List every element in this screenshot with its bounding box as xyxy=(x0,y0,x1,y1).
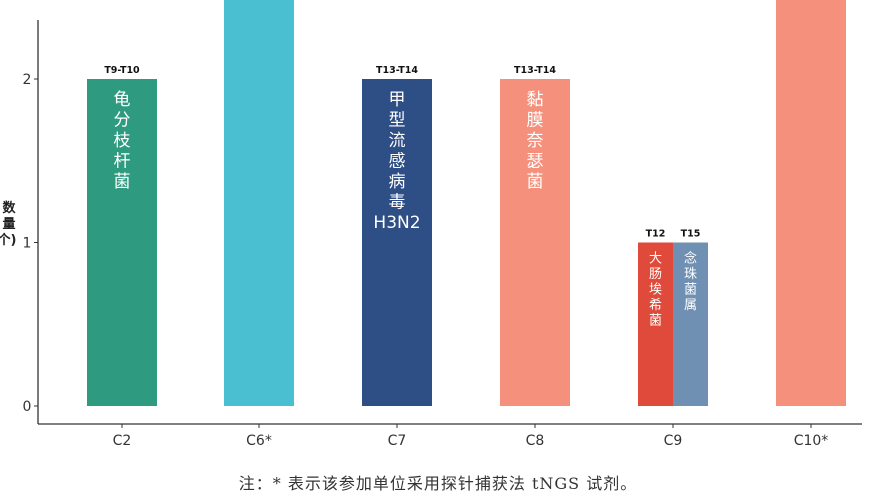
bar-label: 菌 xyxy=(527,172,544,192)
bar-tag: T13-T14 xyxy=(514,65,556,76)
bar-tag: T9-T10 xyxy=(104,65,140,76)
x-tick-label: C6* xyxy=(246,433,272,449)
bar-C8-0 xyxy=(500,79,570,406)
bar-label: 毒 xyxy=(389,193,406,213)
bar-label: 大 xyxy=(649,252,662,267)
bar-C9-0 xyxy=(638,242,673,406)
y-tick-label: 2 xyxy=(23,72,32,88)
y-tick-label: 0 xyxy=(23,399,32,415)
bar-label: 感 xyxy=(389,152,406,172)
x-tick-label: C9 xyxy=(664,433,683,449)
y-tick-label: 1 xyxy=(23,236,32,252)
bar-label: 属 xyxy=(684,298,697,313)
bar-label: 杆 xyxy=(114,152,131,172)
bar-label: 分 xyxy=(114,111,131,131)
bar-label: 念 xyxy=(684,251,697,267)
y-axis-label: (个) xyxy=(0,232,16,248)
bar-tag: T12 xyxy=(646,229,666,240)
y-axis-label: 数 xyxy=(2,200,16,216)
y-axis-label: 量 xyxy=(2,217,15,232)
bar-label: 瑟 xyxy=(527,152,544,172)
x-tick-label: C7 xyxy=(388,433,407,449)
bar-C2-0 xyxy=(87,79,157,406)
x-tick-label: C2 xyxy=(113,433,132,449)
bar-label: 菌 xyxy=(114,172,131,192)
x-tick-label: C10* xyxy=(794,433,829,449)
bar-C9-1 xyxy=(673,242,708,406)
bar-C7-0 xyxy=(362,79,432,406)
bar-label: 希 xyxy=(649,298,662,313)
bar-label: 埃 xyxy=(649,283,662,298)
bar-tag: T15 xyxy=(681,229,701,240)
x-tick-label: C8 xyxy=(526,433,545,449)
bar-tag: T13-T14 xyxy=(376,65,418,76)
bar-chart: 01234数量(个)C2C6*C7C8C9C10*T9-T10龟分枝杆菌T5-T… xyxy=(0,0,862,449)
bar-label: 黏 xyxy=(527,90,544,110)
bar-label: 奈 xyxy=(527,131,544,151)
bar-label: 流 xyxy=(389,131,406,151)
bar-label: 菌 xyxy=(684,283,697,298)
bar-C10*-0 xyxy=(776,0,846,406)
bar-label: 膜 xyxy=(527,111,544,131)
bar-label: 菌 xyxy=(649,314,662,329)
bar-label: 龟 xyxy=(114,90,131,110)
bar-label: 肠 xyxy=(649,267,662,282)
footnote: 注：* 表示该参加单位采用探针捕获法 tNGS 试剂。 xyxy=(238,474,638,493)
bar-label: H3N2 xyxy=(373,213,420,233)
bar-C6*-0 xyxy=(224,0,294,406)
bar-label: 枝 xyxy=(114,131,131,151)
bar-label: 珠 xyxy=(684,267,697,282)
bar-label: 甲 xyxy=(389,90,406,110)
bar-label: 型 xyxy=(389,111,406,131)
bar-label: 病 xyxy=(389,172,406,192)
